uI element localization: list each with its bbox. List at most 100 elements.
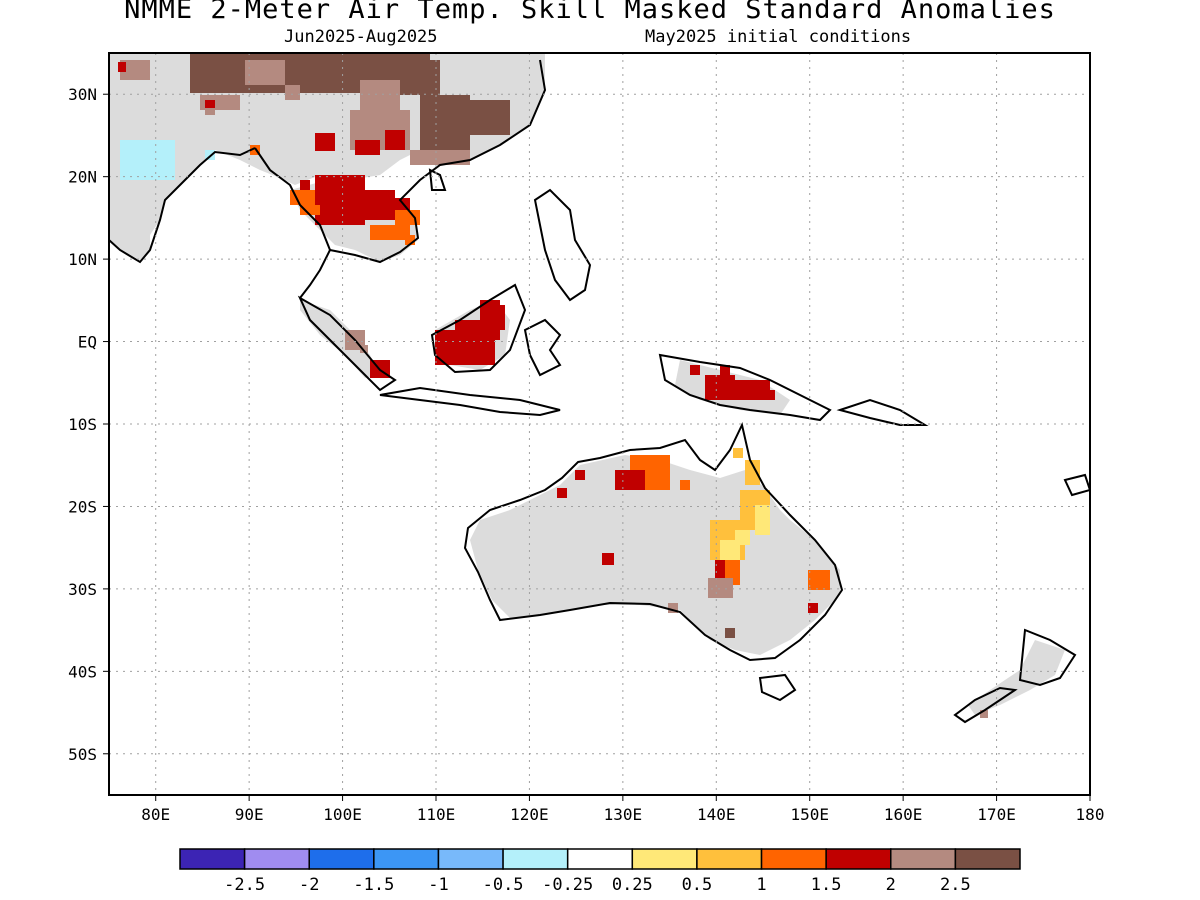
anomaly-cell [300,205,320,215]
anomaly-cell [745,460,760,485]
anomaly-cell [385,130,405,150]
lat-tick-label: 20S [68,497,97,516]
lon-tick-label: 90E [235,805,264,824]
anomaly-cell [370,225,410,240]
anomaly-cell [400,60,440,95]
initial-conditions: May2025 initial conditions [645,27,912,47]
legend-label: 2.5 [940,875,971,895]
lon-tick-label: 100E [323,805,362,824]
anomaly-cell [355,140,380,155]
lon-tick-label: 170E [977,805,1016,824]
anomaly-cell [470,100,510,135]
anomaly-cell [808,570,830,590]
anomaly-cell [720,365,730,380]
legend-swatch [890,848,957,870]
anomaly-cell [345,180,365,200]
color-legend: -2.5 -2 -1.5 -1 -0.5 -0.25 0.25 0.5 1 1.5 2 2.5 [179,848,1021,895]
lon-tick-label: 160E [884,805,923,824]
nz-north-coast [1018,628,1077,687]
anomaly-cell [315,133,335,151]
anomaly-cell [575,470,585,480]
anomaly-cell [668,603,678,613]
borneo-coast [430,283,527,374]
anomaly-cell [765,390,775,400]
lat-tick-label: 10N [68,250,97,269]
anomaly-cell [680,480,690,490]
anomaly-cell [245,60,285,85]
anomaly-cell [395,210,420,225]
legend-label: -2.5 [224,875,265,895]
legend-swatch [566,848,634,870]
anomaly-cell [405,235,415,245]
new-zealand-land [968,640,1065,715]
anomaly-cell [250,145,260,155]
legend-swatch [502,848,569,870]
anomaly-cell [300,180,310,190]
legend-label: 1.5 [811,875,842,895]
lon-tick-label: 120E [510,805,549,824]
anomaly-cell [625,480,645,490]
australia-coast [463,421,844,662]
anomaly-cell [557,488,567,498]
anomaly-cell [205,105,215,115]
legend-swatch [954,848,1021,870]
anomaly-cell [290,190,315,205]
legend-swatch [179,848,246,870]
java-coast [379,386,561,417]
lat-tick-label: 20N [68,168,97,187]
anomaly-cell [755,505,770,535]
solomon-coast [836,398,929,426]
axis-ticks: 30N 20N 10N EQ 10S 20S 30S 40S 50S 80E 90E 100E 110E… [68,85,1104,824]
legend-swatch [760,848,827,870]
lon-tick-label: 80E [141,805,170,824]
anomaly-cell [205,100,215,108]
anomaly-cell [205,150,215,160]
anomaly-cell [980,710,988,718]
anomaly-cell [690,365,700,375]
lat-tick-label: 50S [68,745,97,764]
legend-swatch [308,848,375,870]
india-coast [109,147,256,264]
burma-coast [254,147,332,299]
legend-label: -1.5 [353,875,394,895]
fiji-coast [1063,473,1090,497]
anomaly-cell [120,140,175,180]
legend-label: 2 [886,875,896,895]
forecast-period: Jun2025-Aug2025 [284,27,438,47]
lat-tick-label: EQ [78,333,97,352]
legend-swatch [696,848,763,870]
legend-label: 0.25 [612,875,653,895]
legend-swatch [373,848,440,870]
sumatra-land [300,300,380,378]
anomaly-cell [495,305,505,330]
map-title: NMME 2-Meter Air Temp. Skill Masked Stan… [124,0,1056,25]
anomaly-cell [808,603,818,613]
anomaly-cells [118,53,988,718]
legend-swatch [631,848,698,870]
anomaly-cell [720,540,740,565]
nz-south-coast [953,686,1018,724]
lon-tick-label: 150E [790,805,829,824]
legend-swatch [437,848,504,870]
legend-label: 0.5 [682,875,713,895]
anomaly-cell [118,62,126,72]
lat-tick-label: 30S [68,580,97,599]
legend-swatch [825,848,892,870]
legend-label: -2 [299,875,319,895]
legend-label: 1 [756,875,766,895]
lon-tick-label: 110E [417,805,456,824]
anomaly-cell [708,578,733,598]
anomaly-cell [285,85,300,100]
china-coast [329,59,547,264]
lon-tick-label: 130E [604,805,643,824]
taiwan-coast [428,168,447,191]
anomaly-cell [410,150,470,165]
new-guinea-coast [658,353,832,422]
map-field [109,53,1090,724]
philippines-coast [533,188,592,302]
lat-tick-label: 10S [68,415,97,434]
anomaly-cell [360,345,368,353]
legend-label: -1 [428,875,448,895]
lat-tick-label: 30N [68,85,97,104]
